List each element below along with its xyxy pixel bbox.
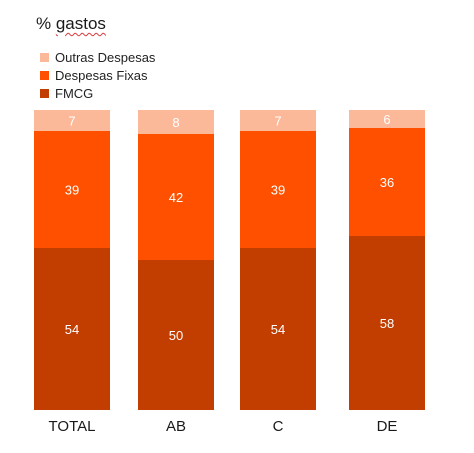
bar-c-outras-despesas [240, 110, 316, 131]
legend-label-outras-despesas: Outras Despesas [55, 49, 156, 65]
legend-label-despesas-fixas: Despesas Fixas [55, 67, 148, 83]
title-prefix: % [36, 14, 56, 33]
value-label-c-fmcg: 54 [271, 322, 285, 337]
value-label-de-outras-despesas: 6 [383, 112, 390, 127]
chart-title: % gastos [36, 14, 106, 34]
legend-item-outras-despesas: Outras Despesas [40, 48, 155, 66]
bar-total-outras-despesas [34, 110, 110, 131]
category-label-c: C [273, 418, 284, 435]
bar-ab-outras-despesas [138, 110, 214, 134]
bar-total-fmcg [34, 248, 110, 410]
bar-ab-fmcg [138, 260, 214, 410]
legend-item-fmcg: FMCG [40, 84, 155, 102]
legend-swatch-despesas-fixas [40, 70, 49, 80]
legend-swatch-outras-despesas [40, 52, 49, 62]
category-label-total: TOTAL [49, 418, 96, 435]
value-label-ab-fmcg: 50 [169, 328, 183, 343]
value-label-total-outras-despesas: 7 [68, 114, 75, 129]
category-label-de: DE [377, 418, 398, 435]
value-label-de-fmcg: 58 [380, 316, 394, 331]
legend-label-fmcg: FMCG [55, 85, 94, 101]
value-label-total-despesas-fixas: 39 [65, 183, 79, 198]
value-label-c-outras-despesas: 7 [274, 114, 281, 129]
category-label-ab: AB [166, 418, 186, 435]
title-word: gastos [55, 14, 106, 33]
bar-ab-despesas-fixas [138, 134, 214, 260]
bar-c-despesas-fixas [240, 131, 316, 248]
legend-item-despesas-fixas: Despesas Fixas [40, 66, 155, 84]
bar-c-fmcg [240, 248, 316, 410]
legend: Outras Despesas Despesas Fixas FMCG [40, 48, 155, 102]
bar-de-outras-despesas [349, 110, 425, 128]
value-label-c-despesas-fixas: 39 [271, 183, 285, 198]
value-label-total-fmcg: 54 [65, 322, 79, 337]
bar-de-fmcg [349, 236, 425, 410]
value-label-ab-despesas-fixas: 42 [169, 190, 183, 205]
bar-total-despesas-fixas [34, 131, 110, 248]
value-label-ab-outras-despesas: 8 [172, 115, 179, 130]
value-label-de-despesas-fixas: 36 [380, 175, 394, 190]
bar-de-despesas-fixas [349, 128, 425, 236]
legend-swatch-fmcg [40, 88, 49, 98]
